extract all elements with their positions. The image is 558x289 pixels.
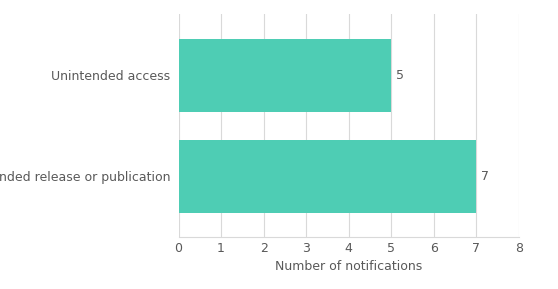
Text: 7: 7 [480, 170, 489, 183]
Bar [179, 140, 477, 213]
Text: 5: 5 [396, 69, 403, 81]
Bar [179, 39, 391, 112]
X-axis label: Number of notifications: Number of notifications [275, 260, 422, 273]
